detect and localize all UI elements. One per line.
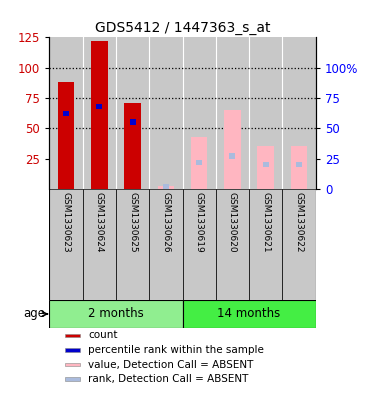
- Bar: [291, 147, 307, 189]
- Bar: [65, 348, 80, 352]
- Text: 14 months: 14 months: [218, 307, 281, 320]
- Bar: [65, 334, 80, 337]
- Bar: [249, 189, 283, 300]
- Bar: [163, 184, 169, 189]
- Bar: [216, 37, 249, 189]
- Text: GSM1330620: GSM1330620: [228, 192, 237, 253]
- Text: GSM1330621: GSM1330621: [261, 192, 270, 253]
- Text: GSM1330623: GSM1330623: [61, 192, 70, 253]
- Bar: [130, 119, 135, 125]
- Bar: [263, 162, 269, 167]
- Bar: [224, 110, 241, 189]
- Text: age: age: [23, 307, 45, 320]
- Bar: [182, 300, 316, 328]
- Bar: [182, 37, 216, 189]
- Text: percentile rank within the sample: percentile rank within the sample: [88, 345, 264, 355]
- Title: GDS5412 / 1447363_s_at: GDS5412 / 1447363_s_at: [95, 21, 270, 35]
- Text: value, Detection Call = ABSENT: value, Detection Call = ABSENT: [88, 360, 253, 369]
- Bar: [249, 37, 283, 189]
- Bar: [63, 111, 69, 116]
- Bar: [257, 147, 274, 189]
- Bar: [58, 82, 74, 189]
- Bar: [149, 37, 182, 189]
- Bar: [196, 160, 202, 165]
- Bar: [230, 153, 235, 159]
- Bar: [49, 37, 82, 189]
- Text: GSM1330626: GSM1330626: [161, 192, 170, 253]
- Bar: [191, 137, 207, 189]
- Bar: [82, 189, 116, 300]
- Bar: [82, 37, 116, 189]
- Bar: [65, 363, 80, 366]
- Text: GSM1330619: GSM1330619: [195, 192, 204, 253]
- Text: GSM1330622: GSM1330622: [295, 192, 304, 253]
- Bar: [49, 300, 182, 328]
- Bar: [158, 187, 174, 189]
- Text: rank, Detection Call = ABSENT: rank, Detection Call = ABSENT: [88, 374, 248, 384]
- Bar: [116, 189, 149, 300]
- Text: count: count: [88, 331, 118, 340]
- Bar: [49, 189, 82, 300]
- Bar: [65, 377, 80, 381]
- Bar: [149, 189, 182, 300]
- Text: 2 months: 2 months: [88, 307, 144, 320]
- Text: GSM1330625: GSM1330625: [128, 192, 137, 253]
- Bar: [124, 103, 141, 189]
- Bar: [182, 189, 216, 300]
- Bar: [216, 189, 249, 300]
- Bar: [91, 41, 108, 189]
- Bar: [296, 162, 302, 167]
- Bar: [283, 37, 316, 189]
- Bar: [96, 104, 102, 109]
- Text: GSM1330624: GSM1330624: [95, 192, 104, 253]
- Bar: [116, 37, 149, 189]
- Bar: [283, 189, 316, 300]
